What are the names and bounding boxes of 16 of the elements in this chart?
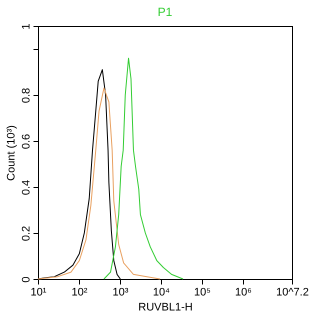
x-tick-label: 10⁶: [234, 286, 252, 298]
x-tick-label: 10³: [112, 286, 129, 298]
y-tick-label: 0.8: [20, 88, 32, 104]
x-tick-label: 10²: [72, 286, 88, 298]
y-tick-label: 0.4: [20, 180, 32, 196]
y-tick-label: 0.6: [20, 134, 32, 150]
chart-title: P1: [158, 4, 173, 19]
y-tick-label: 0: [20, 276, 32, 283]
y-tick-label: 1: [20, 23, 32, 30]
x-tick-label: 10⁴: [152, 286, 170, 298]
x-tick-label: 10^7.2: [276, 286, 309, 298]
y-axis-title: Count (10³): [6, 125, 18, 181]
x-axis-title: RUVBL1-H: [138, 302, 193, 314]
x-tick-label: 10¹: [30, 286, 47, 298]
x-tick-label: 10⁵: [194, 286, 211, 298]
y-tick-label: 0.2: [20, 226, 32, 242]
